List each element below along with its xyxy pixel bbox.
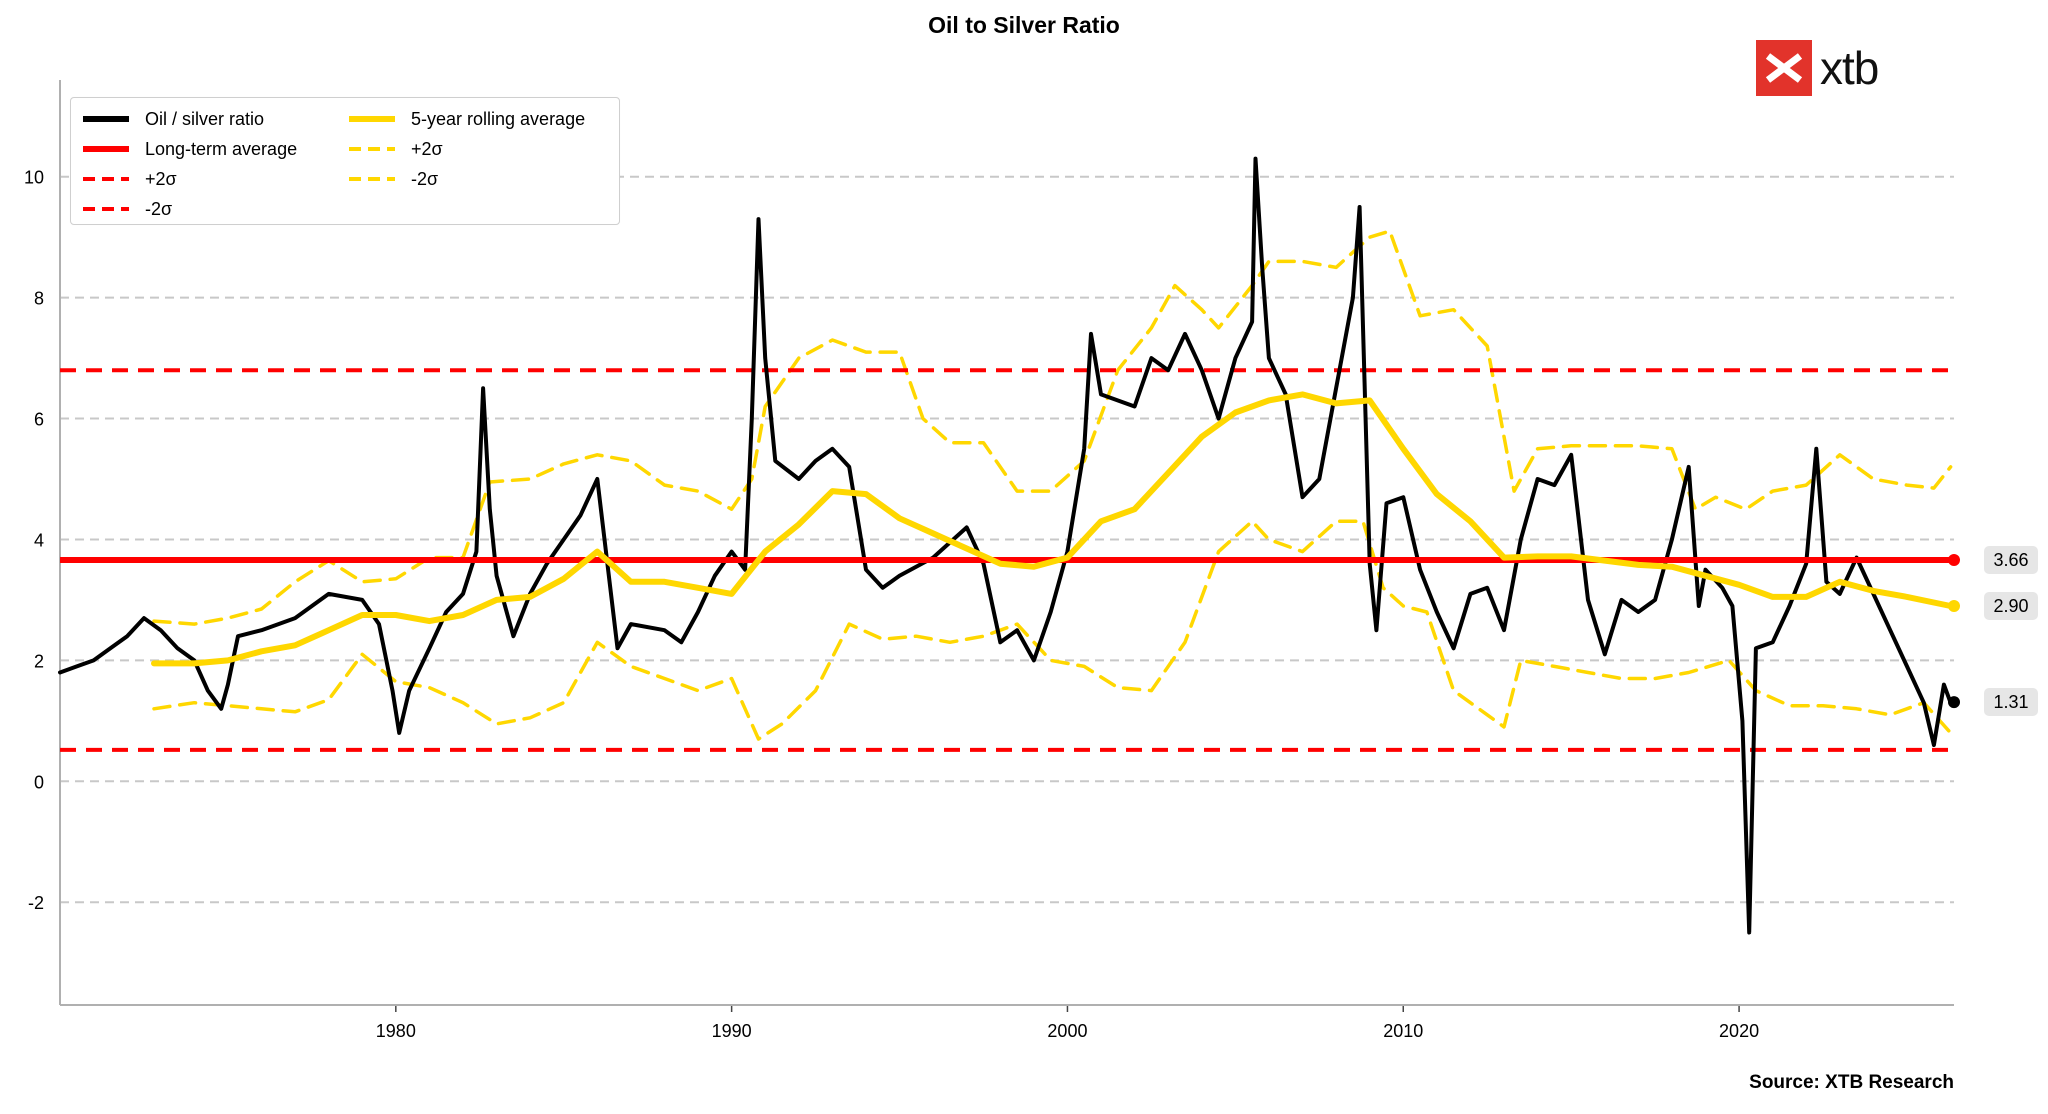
legend-label: +2σ (145, 168, 177, 189)
legend-label: -2σ (145, 198, 173, 219)
end-label-5-year-rolling-average: 2.90 (1984, 591, 2038, 620)
y-tick-label: 8 (34, 289, 44, 309)
legend-label: 5-year rolling average (411, 108, 586, 129)
legend-swatch (83, 177, 129, 181)
legend-swatch (83, 146, 129, 152)
xtb-logo-text: xtb (1820, 42, 1879, 94)
series-oil-silver-ratio-line (58, 156, 1953, 935)
legend-item: +2σ (81, 164, 297, 194)
legend-item: Long-term average (81, 134, 297, 164)
legend-swatch (83, 207, 129, 211)
source-note: Source: XTB Research (1749, 1072, 1954, 1093)
end-dot-5-year-rolling-average (1948, 599, 1960, 612)
legend-item: 5-year rolling average (347, 104, 585, 134)
legend-item: -2σ (81, 194, 297, 224)
xtb-logo: xtb (1756, 40, 1879, 96)
x-tick-label: 2010 (1383, 1021, 1423, 1041)
legend-item: Oil / silver ratio (81, 104, 297, 134)
x-tick-label: 1990 (712, 1021, 752, 1041)
y-tick-label: 10 (24, 168, 44, 188)
y-tick-label: 2 (34, 651, 44, 671)
xtb-logo-icon (1756, 40, 1812, 96)
legend-swatch (349, 116, 395, 122)
series-rolling-minus-2-sigma-line (152, 519, 1953, 741)
end-dot-long-term-average (1948, 554, 1960, 567)
legend-column-left: Oil / silver ratio Long-term average +2σ -2… (81, 104, 297, 224)
series-rolling-plus-2-sigma-line (152, 229, 1953, 626)
data-series (58, 156, 1960, 935)
x-tick-label: 2020 (1719, 1021, 1759, 1041)
legend-swatch (349, 147, 395, 151)
axes (59, 80, 1954, 1012)
legend-swatch (349, 177, 395, 181)
legend: Oil / silver ratio Long-term average +2σ -2… (70, 97, 620, 225)
y-tick-label: 0 (34, 772, 44, 792)
legend-swatch (83, 116, 129, 122)
legend-item: -2σ (347, 164, 585, 194)
chart-title: Oil to Silver Ratio (928, 12, 1120, 38)
legend-label: Oil / silver ratio (145, 108, 265, 129)
legend-label: +2σ (411, 138, 443, 159)
x-tick-label: 2000 (1047, 1021, 1087, 1041)
series-5-year-rolling-average-line (151, 391, 1954, 667)
legend-label: Long-term average (145, 138, 298, 159)
end-label-oil-silver-ratio: 1.31 (1984, 688, 2038, 717)
end-dot-oil-silver-ratio (1948, 696, 1960, 709)
end-label-long-term-average: 3.66 (1984, 546, 2038, 575)
y-tick-label: 6 (34, 410, 44, 430)
legend-column-right: 5-year rolling average +2σ -2σ (347, 104, 585, 194)
x-tick-label: 1980 (376, 1021, 416, 1041)
y-tick-label: 4 (34, 530, 44, 550)
y-tick-label: -2 (28, 893, 44, 913)
legend-label: -2σ (411, 168, 439, 189)
tick-labels: -2 0 2 4 6 8 10 1980 1990 2000 2010 2020 (24, 168, 1759, 1041)
legend-item: +2σ (347, 134, 585, 164)
